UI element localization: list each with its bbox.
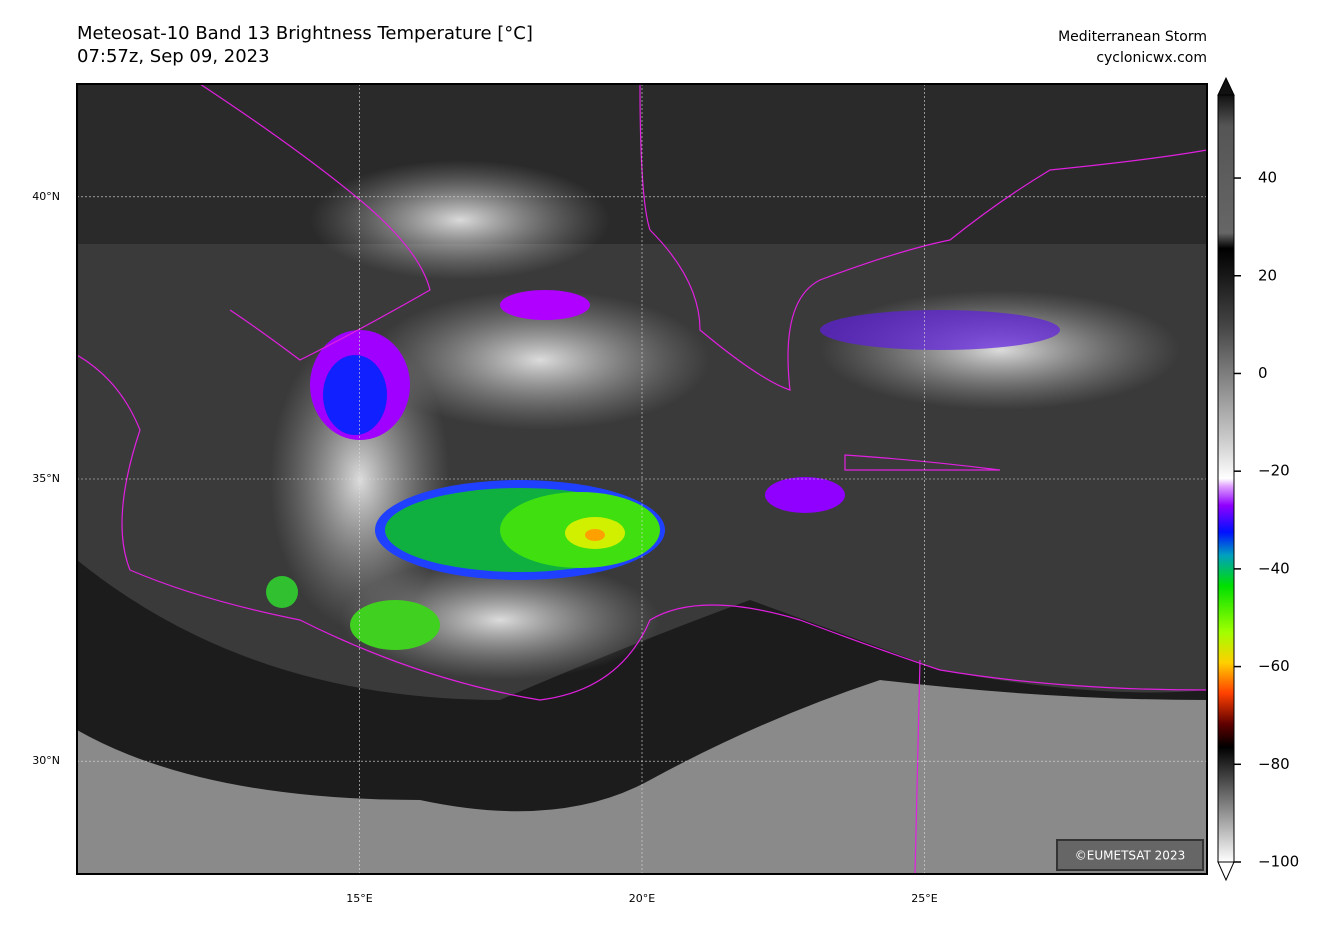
colorbar-ticks: 40 20 0 −20 −40 −60 −80 −100 [1234,169,1299,871]
lat-label: 30°N [32,754,60,767]
graticule [77,84,1207,874]
colorbar-tick-label: 0 [1258,364,1268,382]
event-name: Mediterranean Storm [1058,29,1207,45]
lon-label: 25°E [911,892,937,905]
colorbar-tick-label: −80 [1258,755,1290,773]
credit: ©EUMETSAT 2023 [1075,849,1185,863]
colorbar-max-arrow [1217,76,1235,96]
colorbar-tick-label: 20 [1258,266,1277,284]
colorbar-tick-label: 40 [1258,169,1277,187]
subtitle: 07:57z, Sep 09, 2023 [77,46,270,67]
lon-label: 15°E [346,892,372,905]
lat-label: 40°N [32,190,60,203]
credit-box [1056,839,1204,871]
colorbar-tick-label: −60 [1258,657,1290,675]
source: cyclonicwx.com [1096,50,1207,66]
map-frame [76,83,1208,875]
lat-label: 35°N [32,472,60,485]
colorbar-tick-label: −40 [1258,559,1290,577]
colorbar-tick-label: −20 [1258,462,1290,480]
lon-label: 20°E [629,892,655,905]
colorbar-min-arrow [1217,861,1235,882]
colorbar-tick-label: −100 [1258,853,1299,871]
colorbar [1217,94,1235,863]
title: Meteosat-10 Band 13 Brightness Temperatu… [77,23,533,44]
